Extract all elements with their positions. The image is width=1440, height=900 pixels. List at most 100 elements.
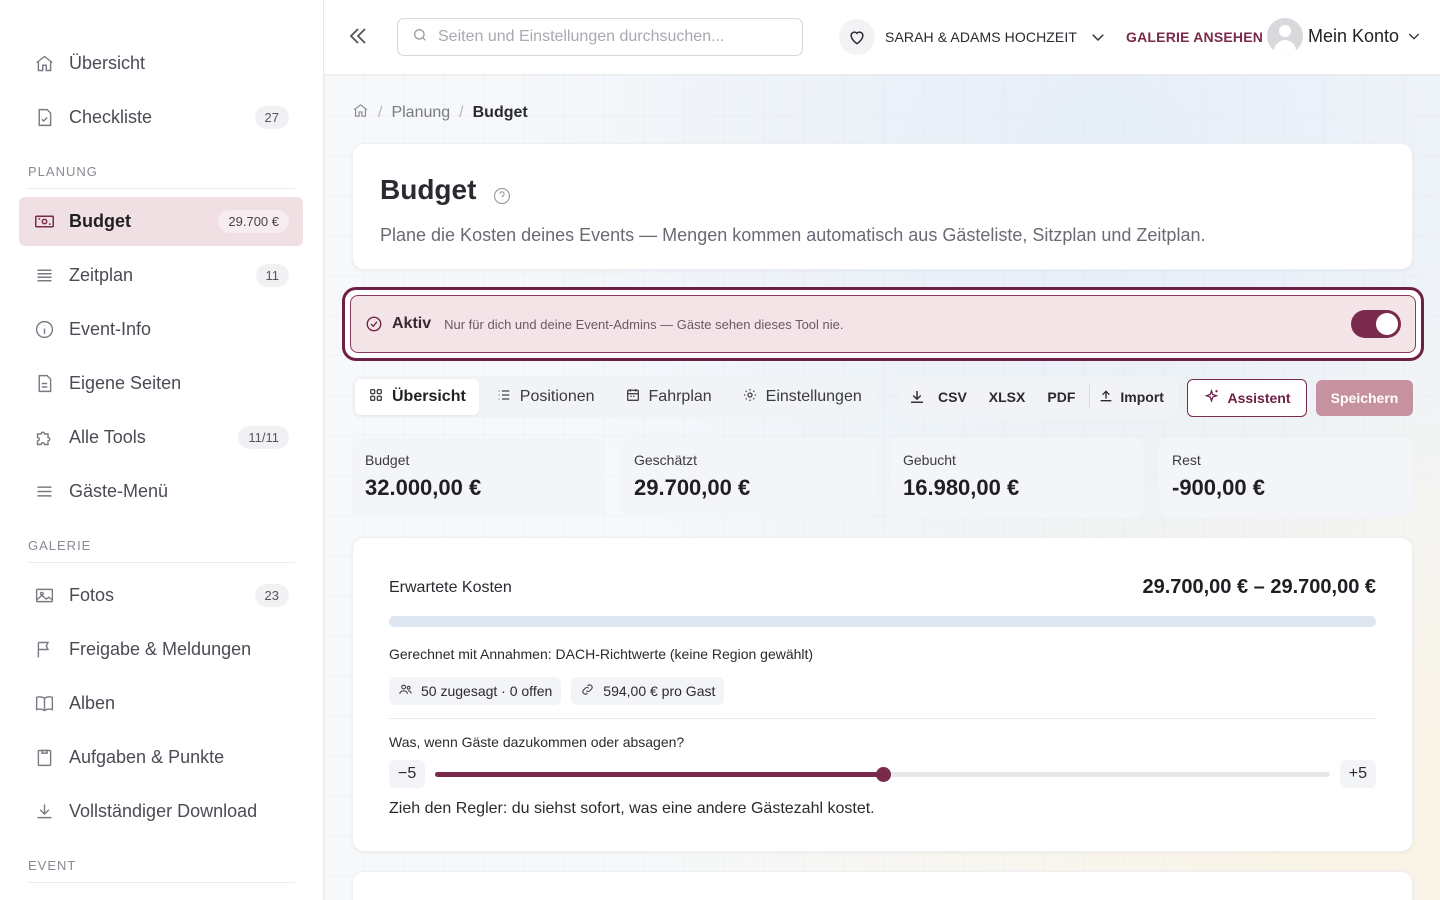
menu-icon xyxy=(33,481,55,503)
event-name: SARAH & ADAMS HOCHZEIT xyxy=(885,29,1078,45)
account-label: Mein Konto xyxy=(1308,25,1400,46)
clipboard-icon xyxy=(33,747,55,769)
export-xlsx-button[interactable]: XLSX xyxy=(988,389,1026,405)
slider-question: Was, wenn Gäste dazukommen oder absagen? xyxy=(389,734,685,750)
next-section-card xyxy=(352,871,1413,900)
page-title-row: Budget xyxy=(380,174,1385,206)
sidebar-item-label: Freigabe & Meldungen xyxy=(69,639,252,659)
active-status-description: Nur für dich und deine Event-Admins — Gä… xyxy=(444,316,844,332)
stat-value: 32.000,00 € xyxy=(365,475,482,500)
guests-chip-label: 50 zugesagt · 0 offen xyxy=(421,683,553,699)
tab-label: Fahrplan xyxy=(648,388,712,405)
tab-positionen[interactable]: Positionen xyxy=(483,379,608,415)
import-button[interactable]: Import xyxy=(1098,388,1164,407)
slider-fill xyxy=(435,771,883,777)
search-box[interactable] xyxy=(397,18,803,56)
puzzle-icon xyxy=(33,427,55,449)
checklist-icon xyxy=(33,107,55,129)
count-badge: 11 xyxy=(255,264,289,287)
guest-count-slider-row: −5 +5 xyxy=(389,760,1376,788)
sidebar-item-label: Event-Info xyxy=(69,319,152,339)
link-icon xyxy=(580,682,603,700)
active-status-label: Aktiv xyxy=(392,315,432,332)
download-icon xyxy=(908,388,926,406)
search-input[interactable] xyxy=(438,28,778,46)
slider-thumb[interactable] xyxy=(875,766,891,782)
section-label-event: EVENT xyxy=(28,858,295,883)
section-label-galerie: GALERIE xyxy=(28,538,295,563)
assistant-button[interactable]: Assistent xyxy=(1187,379,1307,417)
help-icon[interactable] xyxy=(492,181,511,205)
home-icon[interactable] xyxy=(352,102,369,124)
page-title: Budget xyxy=(380,174,477,205)
grid-icon xyxy=(368,387,392,408)
progress-fill xyxy=(389,616,1376,627)
sidebar-item-eigene-seiten[interactable]: Eigene Seiten xyxy=(19,359,303,408)
sidebar-item-gaeste-menue[interactable]: Gäste-Menü xyxy=(19,467,303,516)
list-icon xyxy=(496,387,520,408)
sidebar-item-freigabe[interactable]: Freigabe & Meldungen xyxy=(19,625,303,674)
sidebar-item-download[interactable]: Vollständiger Download xyxy=(19,787,303,836)
page-icon xyxy=(33,373,55,395)
expected-cost-card: Erwartete Kosten 29.700,00 € – 29.700,00… xyxy=(352,537,1413,852)
event-selector[interactable]: SARAH & ADAMS HOCHZEIT xyxy=(839,18,1107,56)
assumptions-text: Gerechnet mit Annahmen: DACH-Richtwerte … xyxy=(389,646,814,662)
count-badge: 11/11 xyxy=(238,426,289,449)
count-badge: 27 xyxy=(254,106,289,129)
stat-rest: Rest -900,00 € xyxy=(1159,438,1413,518)
tab-fahrplan[interactable]: Fahrplan xyxy=(612,379,725,415)
main-content: / Planung / Budget Budget Plane die Kost… xyxy=(324,75,1440,900)
tool-active-toggle[interactable] xyxy=(1351,310,1401,338)
sidebar-item-aufgaben[interactable]: Aufgaben & Punkte xyxy=(19,733,303,782)
tool-active-banner: Aktiv Nur für dich und deine Event-Admin… xyxy=(342,287,1424,361)
sidebar-item-event-info[interactable]: Event-Info xyxy=(19,305,303,354)
slider-hint: Zieh den Regler: du siehst sofort, was e… xyxy=(389,800,875,817)
sidebar-item-label: Vollständiger Download xyxy=(69,801,258,821)
divider xyxy=(389,718,1376,719)
guest-count-slider[interactable] xyxy=(435,766,1330,782)
sidebar-item-label: Checkliste xyxy=(69,107,153,127)
sidebar-item-alben[interactable]: Alben xyxy=(19,679,303,728)
sidebar-item-checkliste[interactable]: Checkliste 27 xyxy=(19,93,303,142)
export-pdf-button[interactable]: PDF xyxy=(1047,389,1076,405)
sidebar-item-fotos[interactable]: Fotos 23 xyxy=(19,571,303,620)
expected-cost-range: 29.700,00 € – 29.700,00 € xyxy=(1142,576,1376,598)
stat-label: Gebucht xyxy=(903,452,956,468)
sidebar-item-budget[interactable]: Budget 29.700 € xyxy=(19,197,303,246)
tab-label: Positionen xyxy=(519,388,595,405)
gear-icon xyxy=(742,387,766,408)
account-menu[interactable]: Mein Konto xyxy=(1267,18,1422,54)
breadcrumb-current: Budget xyxy=(472,104,528,121)
sidebar-item-label: Eigene Seiten xyxy=(69,373,182,393)
expected-cost-header: Erwartete Kosten 29.700,00 € – 29.700,00… xyxy=(389,576,1376,599)
topbar: SARAH & ADAMS HOCHZEIT GALERIE ANSEHEN M… xyxy=(324,0,1440,75)
stat-value: 29.700,00 € xyxy=(634,475,751,500)
stat-budget: Budget 32.000,00 € xyxy=(352,438,606,518)
expected-cost-progress xyxy=(389,616,1376,627)
collapse-sidebar-icon[interactable] xyxy=(346,24,370,48)
home-icon xyxy=(33,53,55,75)
tab-einstellungen[interactable]: Einstellungen xyxy=(729,379,875,415)
sidebar-item-alle-tools[interactable]: Alle Tools 11/11 xyxy=(19,413,303,462)
calendar-icon xyxy=(625,387,649,408)
export-csv-button[interactable]: CSV xyxy=(938,389,967,405)
money-icon xyxy=(33,211,55,233)
expected-cost-label: Erwartete Kosten xyxy=(389,578,512,596)
check-circle-icon xyxy=(365,315,383,333)
export-tools: CSV XLSX PDF Import xyxy=(900,376,1178,418)
count-badge: 23 xyxy=(254,584,289,607)
sidebar-item-uebersicht[interactable]: Übersicht xyxy=(19,39,303,88)
view-gallery-link[interactable]: GALERIE ANSEHEN xyxy=(1126,29,1264,45)
tab-uebersicht[interactable]: Übersicht xyxy=(355,379,479,415)
slider-max-label: +5 xyxy=(1339,760,1376,788)
download-icon xyxy=(33,801,55,823)
sidebar-item-label: Fotos xyxy=(69,585,115,605)
list-icon xyxy=(33,265,55,287)
sidebar: Übersicht Checkliste 27 PLANUNG Budget 2… xyxy=(0,0,324,900)
sidebar-item-label: Aufgaben & Punkte xyxy=(69,747,225,767)
save-button[interactable]: Speichern xyxy=(1316,380,1413,416)
sidebar-item-label: Zeitplan xyxy=(69,265,134,285)
breadcrumb-planung[interactable]: Planung xyxy=(391,104,451,121)
sidebar-item-zeitplan[interactable]: Zeitplan 11 xyxy=(19,251,303,300)
per-guest-chip: 594,00 € pro Gast xyxy=(571,677,725,705)
